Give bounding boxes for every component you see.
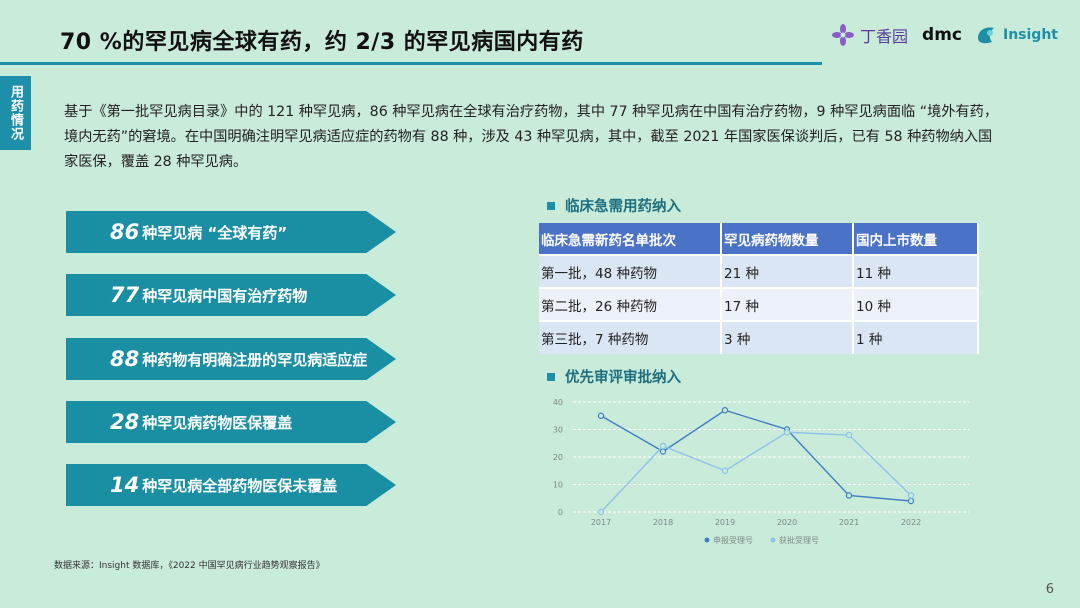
highlight-arrow: 86 种罕见病 “全球有药” — [66, 211, 396, 253]
legend-marker — [770, 537, 776, 543]
priority-review-line-chart: 0 10 20 30 40 2017 2018 2019 2020 2021 2022 申报受理号 获批… — [553, 398, 969, 545]
insight-mark-icon — [978, 27, 994, 44]
dmc-logo-text: dmc — [922, 25, 962, 45]
section-bullet-icon — [547, 201, 555, 210]
data-point — [907, 492, 915, 499]
highlight-text: 种罕见病药物医保覆盖 — [142, 413, 293, 432]
x-tick-label: 2020 — [777, 518, 797, 527]
highlight-number: 28 — [110, 410, 140, 434]
highlight-number: 86 — [110, 220, 140, 244]
highlight-text: 种罕见病 “全球有药” — [142, 223, 288, 242]
section-bullet-icon — [547, 372, 555, 381]
data-point — [597, 508, 605, 516]
table-cell: 第二批，26 种药物 — [539, 287, 722, 321]
table-cell: 11 种 — [853, 254, 979, 288]
insight-logo-text: Insight — [1003, 27, 1058, 43]
x-tick-label: 2022 — [901, 518, 921, 527]
page-number: 6 — [1045, 582, 1054, 597]
highlight-number: 14 — [110, 473, 140, 497]
y-tick-label: 10 — [553, 481, 563, 490]
table-header: 国内上市数量 — [853, 223, 979, 255]
table-cell: 3 种 — [721, 320, 854, 354]
highlight-arrow: 28 种罕见病药物医保覆盖 — [66, 401, 396, 443]
table-header-row: 临床急需新药名单批次 罕见病药物数量 国内上市数量 — [539, 223, 979, 255]
legend-label: 申报受理号 — [713, 535, 753, 545]
legend-label: 获批受理号 — [779, 535, 819, 545]
section-heading-priority: 优先审评审批纳入 — [547, 366, 681, 387]
header: 70 %的罕见病全球有药，约 2/3 的罕见病国内有药 丁香园 dmc — [0, 0, 1080, 74]
title-underline — [0, 62, 822, 65]
x-tick-label: 2019 — [715, 518, 735, 527]
highlight-text: 种罕见病全部药物医保未覆盖 — [142, 476, 338, 495]
highlight-arrow: 14 种罕见病全部药物医保未覆盖 — [66, 464, 396, 506]
section-heading-text: 优先审评审批纳入 — [565, 370, 681, 386]
data-point — [721, 407, 729, 414]
table-row: 第三批，7 种药物 3 种 1 种 — [539, 320, 979, 354]
table-row: 第一批，48 种药物 21 种 11 种 — [539, 254, 979, 288]
highlight-text: 种药物有明确注册的罕见病适应症 — [142, 350, 368, 369]
table-header: 罕见病药物数量 — [721, 223, 854, 255]
highlight-number: 88 — [110, 347, 140, 371]
highlight-arrow: 77 种罕见病中国有治疗药物 — [66, 274, 396, 316]
table-cell: 10 种 — [853, 287, 979, 321]
y-tick-label: 20 — [553, 453, 563, 462]
x-tick-label: 2017 — [591, 518, 611, 527]
y-tick-label: 40 — [553, 398, 563, 407]
data-point — [659, 448, 667, 455]
intro-paragraph: 基于《第一批罕见病目录》中的 121 种罕见病，86 种罕见病在全球有治疗药物，… — [64, 104, 999, 170]
data-point — [845, 431, 853, 439]
highlight-number: 77 — [110, 283, 140, 307]
data-point — [907, 497, 915, 505]
data-point — [597, 412, 605, 419]
dxy-logo-text: 丁香园 — [860, 27, 909, 46]
data-point — [845, 492, 853, 499]
table-cell: 17 种 — [721, 287, 854, 321]
section-heading-clinical: 临床急需用药纳入 — [547, 195, 681, 216]
data-point — [659, 442, 667, 450]
data-point — [721, 467, 729, 474]
data-source-note: 数据来源：Insight 数据库，《2022 中国罕见病行业趋势观察报告》 — [54, 561, 325, 571]
y-tick-label: 30 — [553, 426, 563, 435]
table-cell: 第三批，7 种药物 — [539, 320, 722, 354]
section-heading-text: 临床急需用药纳入 — [565, 199, 681, 215]
x-tick-label: 2021 — [839, 518, 859, 527]
highlight-arrow: 88 种药物有明确注册的罕见病适应症 — [66, 338, 396, 380]
x-tick-label: 2018 — [653, 518, 673, 527]
dxy-logo: 丁香园 — [831, 23, 908, 47]
legend-marker — [704, 537, 710, 543]
page-title: 70 %的罕见病全球有药，约 2/3 的罕见病国内有药 — [60, 30, 584, 55]
table-cell: 1 种 — [853, 320, 979, 354]
side-tab: 用药情况 — [0, 76, 31, 150]
dmc-logo: dmc — [922, 25, 962, 45]
highlight-text: 种罕见病中国有治疗药物 — [142, 286, 308, 305]
clinical-drug-table: 临床急需新药名单批次 罕见病药物数量 国内上市数量 第一批，48 种药物 21 … — [539, 223, 979, 354]
logo-group: 丁香园 dmc Insight — [831, 18, 1058, 52]
series-line — [600, 431, 912, 513]
table-row: 第二批，26 种药物 17 种 10 种 — [539, 287, 979, 321]
table-cell: 21 种 — [721, 254, 854, 288]
flower-icon — [832, 24, 855, 46]
series-line — [600, 409, 912, 502]
y-tick-label: 0 — [558, 508, 563, 517]
table-cell: 第一批，48 种药物 — [539, 254, 722, 288]
data-point — [783, 429, 791, 436]
insight-logo: Insight — [976, 24, 1058, 46]
table-header: 临床急需新药名单批次 — [539, 223, 722, 255]
